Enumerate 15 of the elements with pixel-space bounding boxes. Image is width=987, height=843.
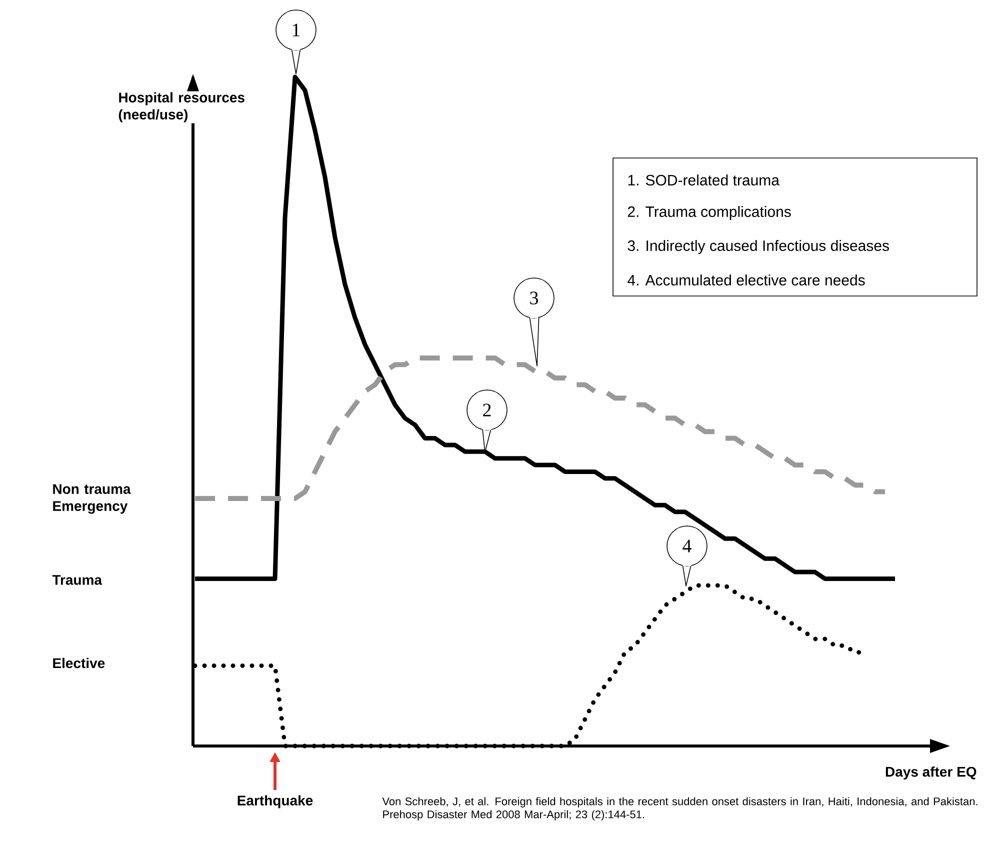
- text: Von Schreeb, J, et al. Foreign field hospitals in the recent sudden onset disasters in Iran, Haiti, Indonesia, and Pakistan. Prehosp Disaster Med 2008 Mar-April; 23 (2):144-51.: [382, 797, 978, 820]
- annotation: 4: [682, 540, 692, 552]
- text: Earthquake: [238, 795, 313, 808]
- annotation: 2. Trauma complications: [628, 206, 791, 220]
- annotation: 2: [483, 404, 491, 416]
- text: Non trauma Emergency: [53, 484, 131, 514]
- text: 1: [292, 24, 300, 36]
- annotation: 3. Indirectly caused Infectious diseases: [628, 240, 889, 254]
- x-axis-title: Days after EQ: [886, 766, 976, 780]
- y-axis-title: Hospital resources (need/use): [118, 92, 244, 122]
- annotation: 1. SOD-related trauma: [628, 174, 780, 186]
- annotation: 4. Accumulated elective care needs: [628, 274, 865, 286]
- annotation: 3: [530, 292, 538, 304]
- text: Elective: [53, 658, 105, 668]
- text: Trauma: [52, 575, 102, 585]
